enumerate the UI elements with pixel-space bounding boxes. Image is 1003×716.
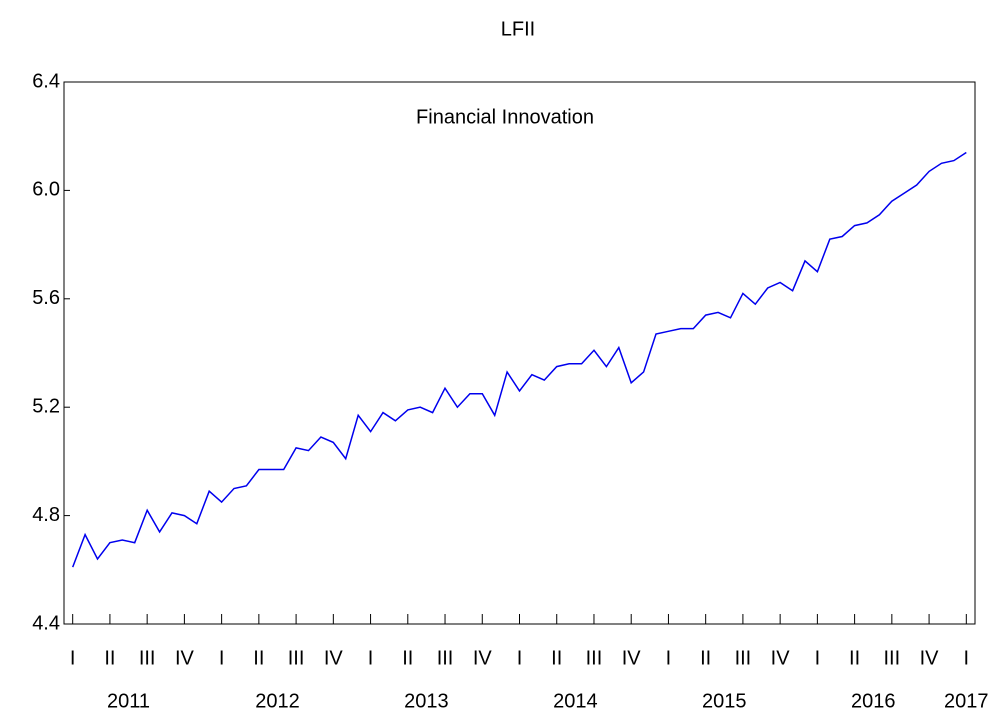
y-tick-label: 5.6 (32, 287, 60, 309)
year-label: 2017 (944, 690, 989, 712)
x-tick-label: II (104, 647, 115, 669)
year-label: 2013 (404, 690, 449, 712)
x-tick-label: III (437, 647, 454, 669)
y-tick-label: 6.4 (32, 70, 60, 92)
x-tick-label: I (964, 647, 970, 669)
x-tick-label: I (517, 647, 523, 669)
x-tick-label: III (735, 647, 752, 669)
x-tick-label: III (288, 647, 305, 669)
x-tick-label: IV (771, 647, 791, 669)
x-tick-label: I (368, 647, 374, 669)
x-tick-label: IV (324, 647, 344, 669)
x-tick-label: I (219, 647, 225, 669)
y-tick-label: 4.4 (32, 612, 60, 634)
x-tick-label: I (666, 647, 672, 669)
year-label: 2012 (255, 690, 300, 712)
x-tick-label: II (253, 647, 264, 669)
plot-frame (63, 81, 976, 625)
x-tick-label: I (815, 647, 821, 669)
x-tick-label: III (139, 647, 156, 669)
x-tick-label: II (849, 647, 860, 669)
year-label: 2015 (702, 690, 747, 712)
x-tick-label: IV (622, 647, 642, 669)
x-tick-label: III (884, 647, 901, 669)
y-tick-label: 5.2 (32, 395, 60, 417)
x-tick-label: II (700, 647, 711, 669)
annotation: Financial Innovation (416, 106, 594, 128)
y-tick-label: 4.8 (32, 504, 60, 526)
x-tick-label: II (402, 647, 413, 669)
y-tick-label: 6.0 (32, 179, 60, 201)
x-tick-label: II (551, 647, 562, 669)
year-label: 2014 (553, 690, 598, 712)
x-tick-label: IV (473, 647, 493, 669)
year-label: 2016 (851, 690, 896, 712)
x-tick-label: IV (175, 647, 195, 669)
x-tick-label: III (586, 647, 603, 669)
series-line (71, 151, 967, 568)
chart-title: LFII (501, 18, 535, 40)
x-tick-label: IV (920, 647, 940, 669)
year-label: 2011 (107, 690, 150, 712)
x-tick-label: I (70, 647, 76, 669)
